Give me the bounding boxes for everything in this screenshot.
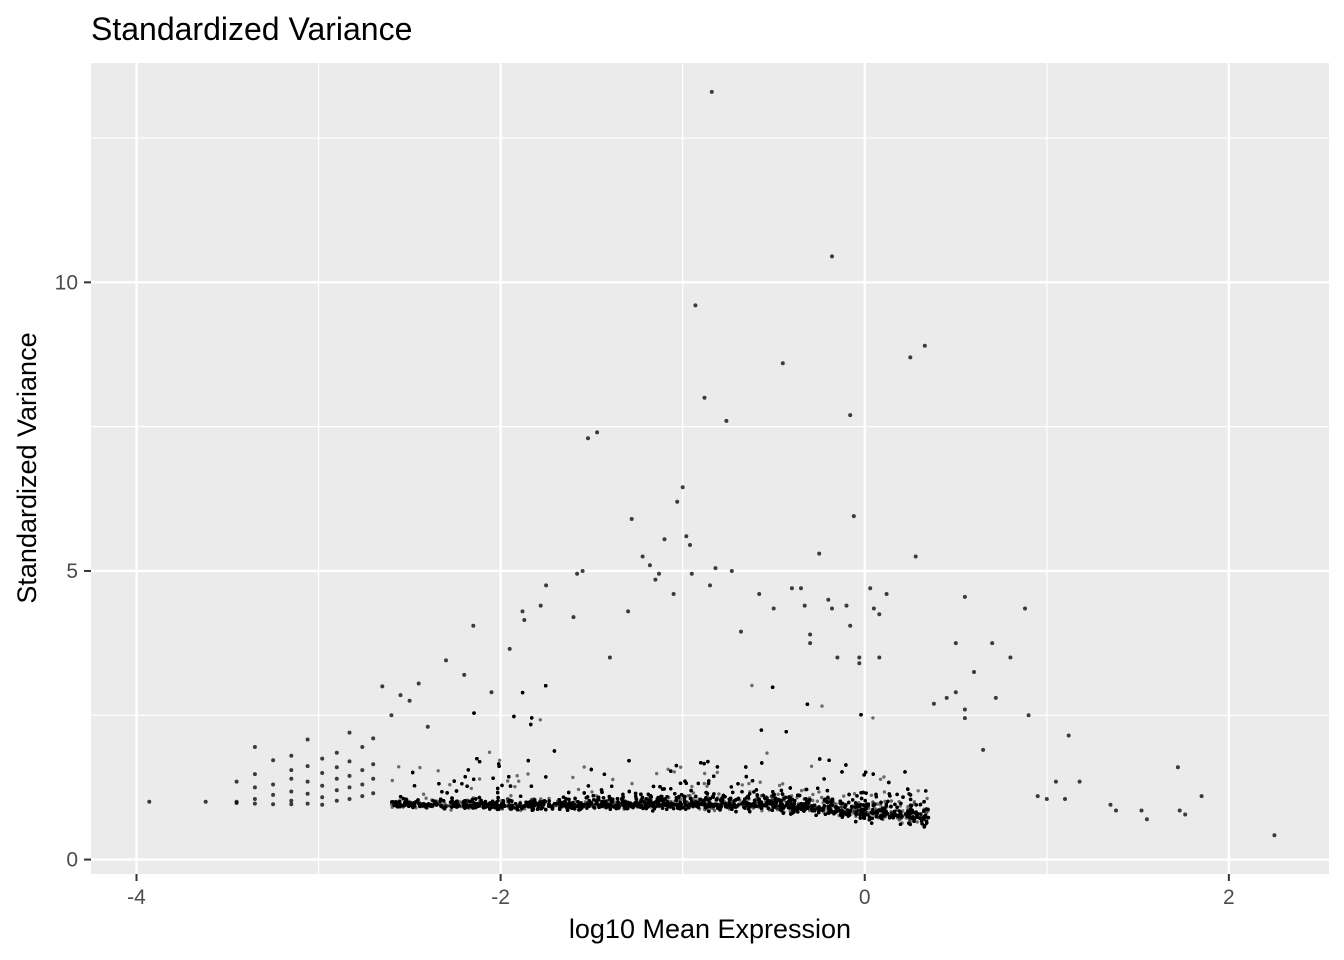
data-point — [760, 809, 764, 813]
data-point — [666, 767, 670, 771]
data-point — [817, 790, 821, 794]
data-point — [781, 782, 785, 786]
data-point — [686, 794, 690, 798]
data-point — [547, 796, 551, 801]
data-point — [750, 683, 754, 688]
data-point — [513, 785, 517, 789]
data-point — [776, 792, 780, 796]
data-point — [702, 781, 706, 786]
data-point — [871, 716, 875, 720]
data-point — [611, 777, 615, 782]
data-point — [915, 820, 919, 824]
data-point — [916, 789, 920, 793]
data-point — [469, 786, 473, 791]
data-point — [390, 778, 394, 783]
data-point — [712, 808, 717, 813]
data-point — [582, 765, 586, 769]
data-point — [576, 787, 581, 792]
data-point — [811, 798, 815, 803]
plot-panel — [91, 63, 1329, 874]
data-points — [147, 89, 1277, 838]
data-point — [820, 704, 824, 708]
data-point — [517, 779, 521, 783]
data-point — [717, 792, 721, 796]
data-point — [539, 797, 543, 801]
data-point — [497, 758, 502, 762]
data-point — [820, 795, 824, 800]
data-point — [613, 800, 617, 804]
data-point — [882, 775, 886, 779]
data-point — [443, 801, 447, 806]
data-point — [690, 784, 694, 789]
data-point — [869, 793, 874, 797]
data-point — [538, 718, 542, 722]
data-point — [765, 751, 769, 755]
data-point — [630, 781, 634, 786]
data-point — [811, 792, 815, 797]
data-point — [799, 788, 804, 793]
data-point — [821, 801, 825, 805]
data-point — [448, 783, 452, 787]
data-point — [436, 769, 440, 773]
data-point — [875, 802, 879, 806]
data-point — [397, 765, 401, 769]
data-point — [705, 784, 709, 788]
data-point — [883, 799, 887, 804]
data-point — [758, 780, 762, 784]
major-gridlines — [91, 63, 1329, 874]
data-point — [672, 770, 676, 774]
data-point — [590, 790, 594, 794]
data-point — [852, 792, 857, 796]
data-point — [418, 765, 422, 770]
data-point — [505, 797, 510, 801]
minor-gridlines — [91, 63, 1329, 874]
data-point — [449, 808, 453, 812]
data-point — [809, 764, 814, 768]
data-point — [878, 777, 883, 781]
data-point — [906, 805, 910, 809]
data-point — [776, 808, 780, 812]
data-point — [515, 774, 519, 778]
data-point — [882, 790, 887, 794]
data-point — [703, 771, 707, 776]
data-point — [691, 791, 696, 795]
data-point — [424, 796, 428, 800]
data-point — [506, 779, 510, 783]
data-point — [477, 777, 482, 781]
data-point — [715, 770, 719, 775]
data-point — [509, 794, 513, 798]
data-point — [815, 799, 820, 803]
data-point — [842, 794, 846, 798]
data-point — [655, 771, 659, 776]
data-point — [571, 775, 575, 780]
data-point — [421, 792, 426, 796]
data-point — [747, 781, 751, 786]
data-point — [777, 783, 782, 788]
data-point — [867, 806, 871, 811]
data-point — [925, 796, 929, 801]
data-point — [740, 783, 744, 787]
data-point — [889, 810, 893, 814]
data-point — [839, 805, 843, 809]
data-point — [526, 772, 530, 776]
data-point — [487, 750, 492, 754]
data-point — [679, 765, 683, 769]
data-point — [889, 799, 894, 803]
